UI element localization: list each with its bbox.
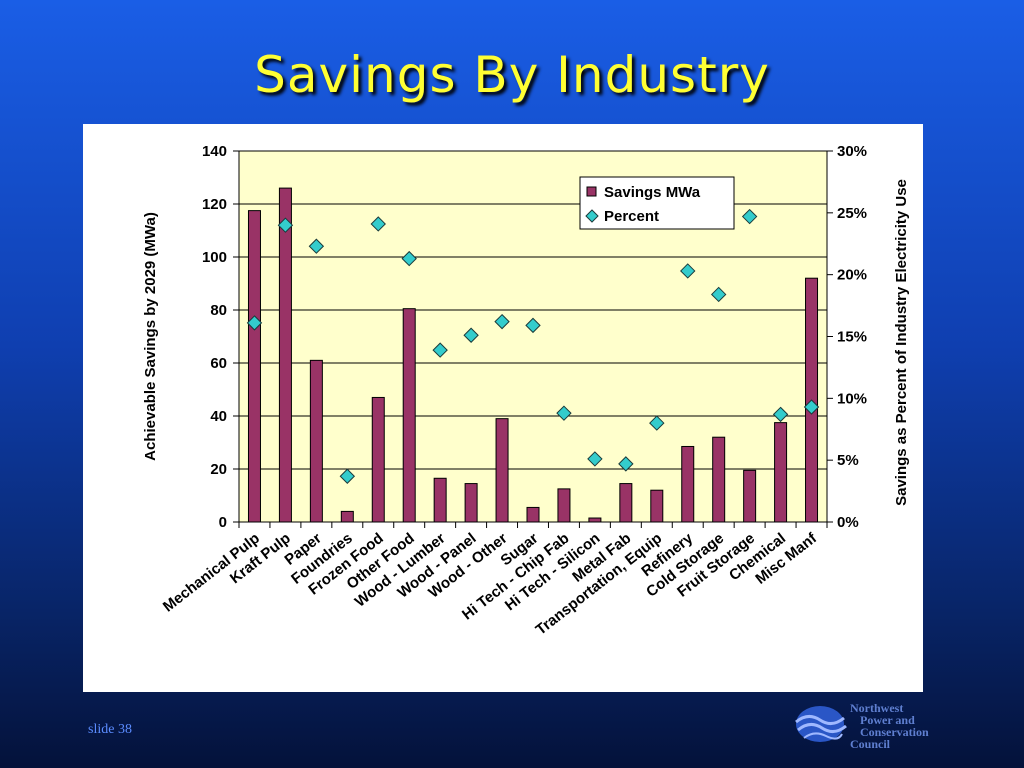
savings-chart: 0204060801001201400%5%10%15%20%25%30%Mec… (142, 143, 910, 639)
marker-percent (339, 468, 356, 484)
y2-tick-label: 10% (837, 390, 867, 407)
slide-number: slide 38 (88, 722, 132, 737)
marker-percent (618, 456, 634, 472)
slide-title: Savings By Industry (254, 46, 770, 104)
y2-axis-title: Savings as Percent of Industry Electrici… (893, 179, 910, 506)
bar-savings-mwa (433, 477, 447, 523)
marker-percent (308, 238, 325, 254)
bar-savings-mwa (371, 396, 385, 523)
bar-savings-mwa (278, 187, 292, 523)
bar-savings-mwa (743, 469, 757, 523)
y-tick-label: 140 (202, 143, 227, 160)
bar-savings-mwa (619, 483, 633, 523)
legend-marker-swatch (585, 209, 599, 223)
marker-percent (432, 342, 448, 358)
marker-percent (277, 217, 294, 233)
marker-percent (463, 327, 479, 343)
bar-savings-mwa (402, 308, 416, 523)
bar-savings-mwa (495, 418, 509, 523)
y2-tick-label: 0% (837, 514, 859, 531)
legend-label-percent: Percent (604, 208, 659, 225)
plot-area (238, 150, 828, 523)
bar-savings-mwa (774, 422, 788, 523)
y2-tick-label: 5% (837, 452, 859, 469)
y2-tick-label: 30% (837, 143, 867, 160)
council-logo-text: Northwest Power and Conservation Council (850, 702, 929, 750)
marker-percent (741, 208, 758, 225)
wave-logo-icon (795, 706, 847, 742)
marker-percent (587, 451, 603, 467)
bar-savings-mwa (526, 506, 540, 523)
bar-savings-mwa (681, 445, 695, 523)
council-logo: Northwest Power and Conservation Council (790, 702, 970, 758)
bar-savings-mwa (712, 436, 726, 523)
logo-line: Northwest (850, 701, 904, 715)
marker-percent (494, 313, 510, 330)
y-tick-label: 80 (210, 302, 227, 319)
y-tick-label: 0 (219, 514, 227, 531)
y-tick-label: 100 (202, 249, 227, 266)
y-tick-label: 20 (210, 461, 227, 478)
bar-savings-mwa (247, 210, 261, 523)
logo-line: Council (850, 737, 891, 751)
legend-box (579, 176, 735, 230)
marker-percent (649, 415, 665, 431)
y2-tick-label: 25% (837, 205, 867, 222)
bar-savings-mwa (557, 488, 571, 523)
legend-label-savings: Savings MWa (604, 184, 701, 201)
marker-percent (710, 286, 727, 303)
marker-percent (246, 315, 263, 331)
marker-percent (556, 405, 572, 421)
marker-percent (370, 216, 386, 232)
bar-savings-mwa (309, 359, 323, 523)
bar-savings-mwa (464, 483, 478, 523)
legend-bar-swatch (586, 186, 597, 197)
logo-line: Power and (860, 713, 915, 727)
logo-line: Conservation (860, 725, 929, 739)
y-tick-label: 120 (202, 196, 227, 213)
y2-tick-label: 15% (837, 329, 867, 346)
y-axis-title: Achievable Savings by 2029 (MWa) (142, 212, 159, 461)
marker-percent (803, 399, 820, 415)
bar-savings-mwa (340, 510, 354, 523)
marker-percent (772, 406, 789, 423)
marker-percent (525, 317, 541, 334)
y-tick-label: 40 (210, 408, 227, 425)
bar-savings-mwa (650, 489, 664, 523)
chart-panel: 0 20 40 60 80 100 120 140 0% 5% 10% 15% 20% 25% 30% Mec… (83, 124, 923, 692)
y2-tick-label: 20% (837, 267, 867, 284)
marker-percent (401, 250, 417, 267)
marker-percent (680, 263, 696, 279)
bar-savings-mwa (588, 517, 602, 523)
y-tick-label: 60 (210, 355, 227, 372)
